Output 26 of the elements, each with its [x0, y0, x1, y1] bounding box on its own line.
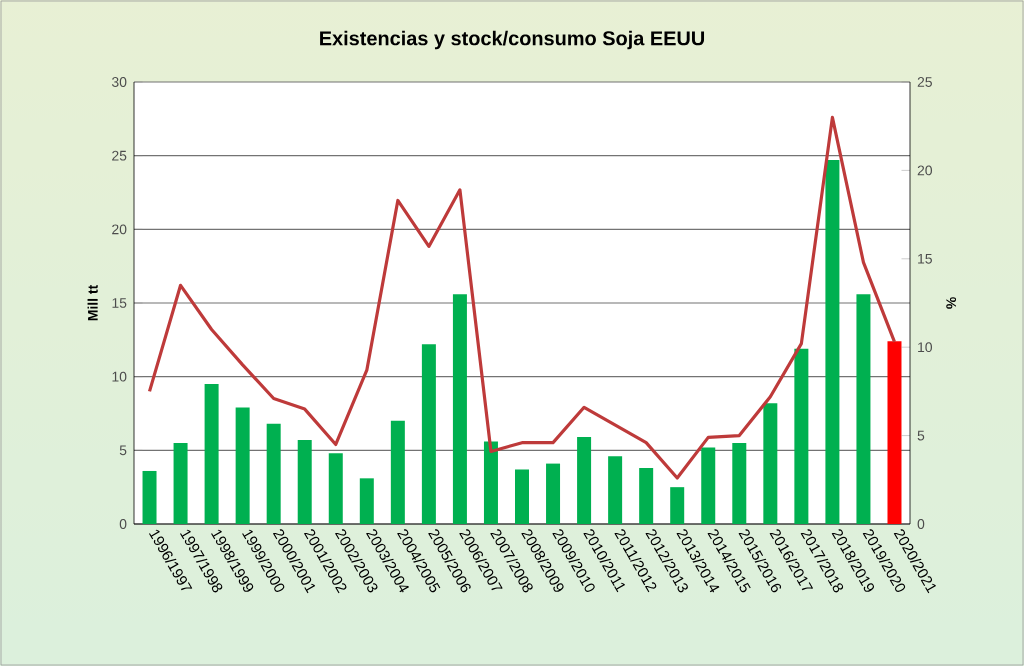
bar	[608, 456, 623, 524]
bar	[794, 348, 809, 524]
bar	[701, 447, 716, 524]
bar	[235, 407, 250, 524]
bar	[421, 344, 436, 524]
bar	[390, 420, 405, 524]
bar	[670, 487, 685, 524]
bar	[577, 437, 592, 524]
bar	[515, 469, 530, 524]
chart-title: Existencias y stock/consumo Soja EEUU	[320, 30, 705, 50]
bar	[204, 384, 219, 524]
bar	[639, 468, 654, 524]
bar	[359, 478, 374, 524]
bar	[297, 440, 312, 524]
bar	[266, 423, 281, 524]
bar	[887, 341, 902, 524]
bar	[546, 463, 561, 524]
bar	[483, 441, 498, 524]
bar	[763, 403, 778, 524]
bar	[452, 294, 467, 524]
bar	[328, 453, 343, 524]
bar	[856, 294, 871, 524]
bar	[732, 442, 747, 524]
bar	[173, 442, 188, 524]
bar	[142, 470, 157, 524]
bar	[825, 160, 840, 524]
